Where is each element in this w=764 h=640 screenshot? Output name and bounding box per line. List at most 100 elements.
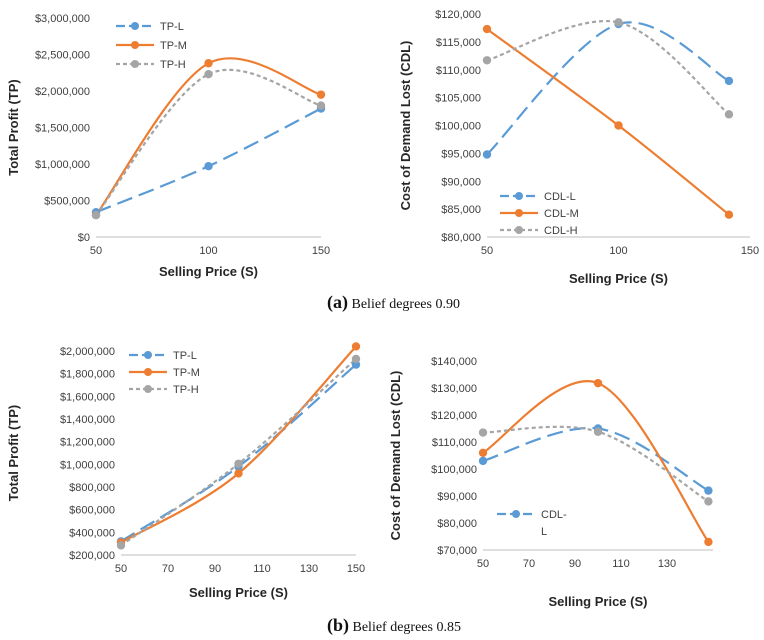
chart-a-tp: $0 $500,000 $1,000,000 $1,500,000 $2,000,000… [6, 13, 330, 279]
y-tick-label: $0 [78, 232, 90, 244]
y-tick-label: $140,000 [431, 356, 477, 368]
legend-marker [515, 209, 523, 217]
data-point [204, 161, 213, 171]
data-point [234, 459, 243, 468]
data-point [593, 427, 603, 436]
series-line [482, 425, 709, 503]
y-tick-label: $80,000 [441, 232, 481, 244]
data-point [478, 456, 488, 466]
y-tick-label: $1,600,000 [60, 391, 115, 403]
data-point [724, 110, 734, 119]
y-axis-title: Cost of Demand Lost (CDL) [398, 41, 413, 211]
y-tick-label: $1,500,000 [35, 123, 90, 135]
legend-marker [144, 351, 152, 359]
x-tick-label: 100 [609, 245, 627, 257]
y-tick-label: $110,000 [432, 437, 477, 449]
y-axis-title: Cost of Demand Lost (CDL) [388, 371, 403, 541]
data-point [316, 101, 326, 110]
x-tick-label: 110 [253, 563, 271, 575]
legend-marker [144, 385, 152, 393]
x-tick-label: 150 [312, 245, 330, 257]
y-tick-label: $100,000 [431, 464, 477, 476]
data-point [116, 541, 126, 550]
x-tick-label: 130 [658, 558, 676, 570]
legend-marker [131, 60, 139, 68]
chart-b-cdl: $70,000 $80,000 $90,000 $100,000 $110,000 $12… [388, 356, 713, 609]
legend-label: TP-M [173, 367, 200, 379]
y-tick-label: $85,000 [441, 204, 481, 216]
y-tick-label: $2,000,000 [60, 346, 115, 358]
data-point [478, 448, 488, 457]
data-point [614, 121, 623, 130]
legend-marker [515, 226, 523, 234]
y-tick-label: $1,000,000 [60, 459, 115, 471]
data-point [724, 210, 734, 219]
legend-label: CDL-H [544, 225, 578, 237]
x-tick-label: 100 [199, 245, 217, 257]
legend-marker [131, 22, 139, 30]
data-point [482, 150, 492, 159]
y-tick-label: $800,000 [69, 482, 115, 494]
legend-label: TP-L [160, 21, 184, 33]
data-point [704, 486, 713, 495]
y-tick-label: $105,000 [435, 93, 481, 105]
data-point [482, 24, 492, 34]
y-tick-label: $130,000 [431, 383, 477, 395]
y-tick-label: $120,000 [435, 9, 481, 21]
y-tick-label: $80,000 [437, 518, 477, 530]
data-point [614, 18, 623, 27]
y-tick-label: $110,000 [436, 65, 481, 77]
x-tick-label: 50 [90, 245, 102, 257]
data-point [351, 342, 361, 351]
x-axis-title: Selling Price (S) [189, 585, 288, 600]
y-tick-label: $600,000 [69, 505, 115, 517]
y-axis-title: Total Profit (TP) [6, 79, 21, 176]
x-axis-title: Selling Price (S) [549, 594, 648, 609]
data-point [704, 497, 713, 506]
data-point [593, 378, 603, 388]
y-tick-label: $1,800,000 [60, 369, 115, 381]
data-point [351, 354, 361, 364]
legend-marker [144, 368, 152, 376]
y-tick-label: $90,000 [437, 491, 477, 503]
data-point [704, 537, 713, 547]
data-point [478, 428, 488, 437]
x-axis-title: Selling Price (S) [569, 271, 668, 286]
y-tick-label: $115,000 [436, 37, 481, 49]
data-point [204, 70, 213, 79]
series-line [486, 21, 730, 156]
legend-label: TP-M [160, 40, 187, 52]
chart-a-cdl: $80,000 $85,000 $90,000 $95,000 $100,000 $105… [398, 9, 759, 286]
y-tick-label: $70,000 [437, 545, 477, 557]
y-axis-title: Total Profit (TP) [6, 405, 21, 502]
y-tick-label: $95,000 [441, 148, 481, 160]
legend-marker [515, 192, 523, 200]
y-tick-label: $1,000,000 [35, 159, 90, 171]
x-tick-label: 110 [612, 558, 630, 570]
chart-b-tp: $200,000 $400,000 $600,000 $800,000 $1,000,0… [6, 342, 365, 600]
data-point [234, 469, 243, 478]
x-tick-label: 90 [209, 563, 221, 575]
series-line [120, 345, 357, 544]
caption-b: (b) Belief degrees 0.85 [327, 615, 461, 635]
legend-label: CDL-L [544, 191, 576, 203]
y-tick-label: $100,000 [435, 121, 481, 133]
x-tick-label: 50 [477, 558, 489, 570]
legend-marker [512, 510, 520, 518]
x-tick-label: 70 [523, 558, 535, 570]
x-tick-label: 50 [115, 563, 127, 575]
x-axis-title: Selling Price (S) [159, 264, 258, 279]
y-tick-label: $3,000,000 [35, 13, 90, 25]
x-tick-label: 150 [347, 563, 365, 575]
series-line [486, 28, 730, 216]
data-point [204, 59, 213, 68]
x-tick-label: 130 [300, 563, 318, 575]
legend-label: TP-H [173, 384, 199, 396]
legend-label: TP-L [173, 350, 197, 362]
data-point [482, 56, 492, 65]
legend-label: L [541, 526, 547, 538]
series-line [486, 20, 730, 116]
legend-label: TP-H [160, 59, 186, 71]
legend-label: CDL-M [544, 208, 579, 220]
